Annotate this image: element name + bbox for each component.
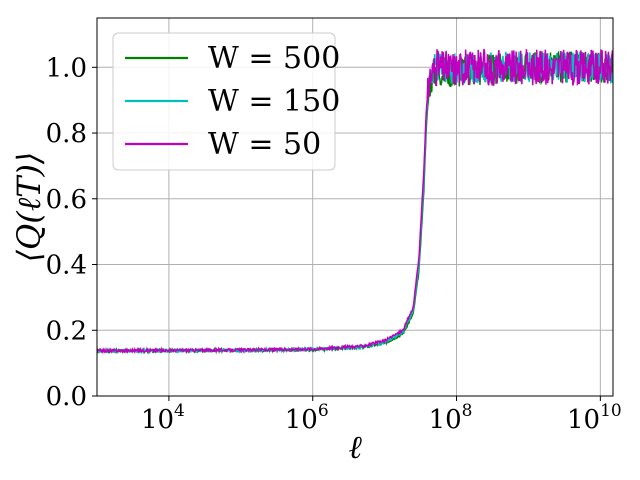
- y-tick-label: 0.6: [46, 185, 87, 215]
- y-tick-label: 0.0: [46, 382, 87, 412]
- series-layer: [97, 48, 613, 355]
- x-tick-exponent: 10: [600, 401, 622, 421]
- x-tick-base: 10: [429, 405, 462, 435]
- x-tick-exponent: 6: [318, 401, 329, 421]
- legend: W = 500 W = 150 W = 50: [112, 32, 340, 171]
- x-tick-base: 10: [285, 405, 318, 435]
- series-line: [97, 48, 613, 355]
- x-tick-label: 108: [429, 401, 473, 435]
- legend-box: [112, 32, 336, 171]
- legend-label: W = 150: [208, 84, 340, 119]
- x-tick-base: 10: [141, 405, 174, 435]
- y-tick-label: 0.4: [46, 251, 87, 281]
- x-axis-label: ℓ: [348, 428, 362, 466]
- x-tick-label: 106: [285, 401, 329, 435]
- x-tick-base: 10: [567, 405, 600, 435]
- x-tick-label: 1010: [567, 401, 622, 435]
- x-tick-exponent: 8: [462, 401, 473, 421]
- y-tick-label: 0.2: [46, 316, 87, 346]
- plot-frame: [96, 17, 614, 397]
- x-tick-exponent: 4: [174, 401, 185, 421]
- legend-label: W = 500: [208, 41, 340, 76]
- legend-label: W = 50: [208, 127, 321, 162]
- y-axis-label: ⟨Q(ℓT)⟩: [10, 152, 48, 263]
- x-tick-label: 104: [141, 401, 185, 435]
- y-tick-label: 0.8: [46, 119, 87, 149]
- y-tick-label: 1.0: [46, 53, 87, 83]
